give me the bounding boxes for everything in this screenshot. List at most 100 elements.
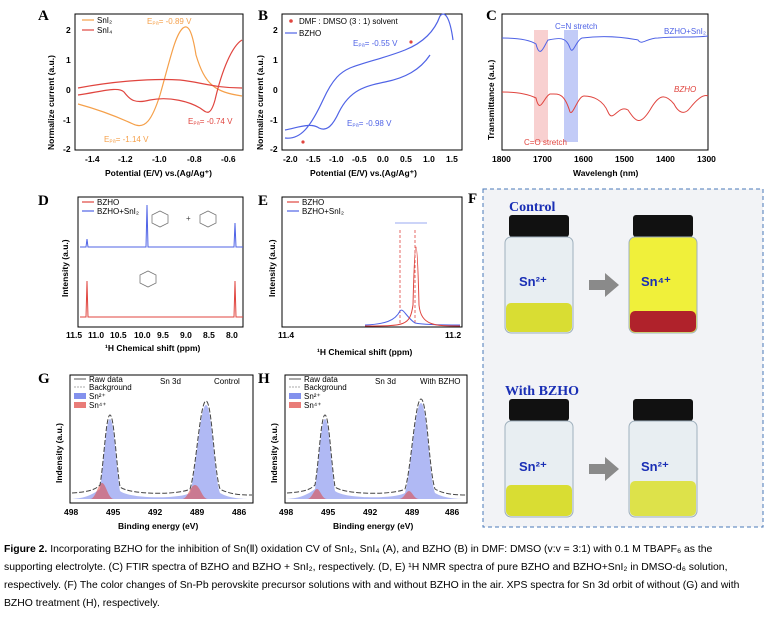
legend-bg: Background [304, 383, 347, 392]
xtick: 489 [405, 507, 419, 517]
panel-g-xps-chart: G Raw data Background Sn²⁺ Sn⁴⁺ Sn 3d Co… [38, 371, 254, 531]
ytick: -1 [270, 115, 278, 125]
xtick: 11.4 [278, 330, 294, 340]
curve-bzho-sni2 [501, 35, 709, 52]
ytick: 1 [273, 55, 278, 65]
vial-bzho-after [628, 399, 698, 518]
xtick: 492 [363, 507, 377, 517]
spectrum-bzho-sni2 [80, 204, 243, 248]
caption-figure-number: Figure 2. [4, 544, 48, 555]
legend-swatch-sn4 [74, 402, 86, 408]
panel-c-ftir-chart: C C=N stretch C=O stretch BZHO+SnI₂ BZHO… [486, 8, 716, 178]
plus-sign: + [186, 214, 191, 223]
legend-swatch-sn2 [289, 393, 301, 399]
vial-control-before [504, 215, 574, 334]
panel-e-label: E [258, 193, 268, 209]
ann-cn-stretch: C=N stretch [555, 22, 597, 31]
curve-sni4 [77, 39, 243, 113]
ytick: -2 [270, 144, 278, 154]
ann-epa-074: Eₚₐ= -0.74 V [188, 117, 233, 126]
panel-b-cv-chart: B DMF : DMSO (3 : 1) solvent BZHO Eₚₐ= -… [255, 8, 463, 178]
legend-bzho: BZHO [302, 198, 324, 207]
molecule-icon [139, 210, 217, 288]
arrow-icon [589, 273, 619, 297]
legend-sn2: Sn²⁺ [304, 392, 321, 401]
y-axis-label: Normalize current (a.u.) [46, 55, 56, 150]
curve-bzho [501, 91, 709, 121]
ytick: 0 [66, 85, 71, 95]
legend-sn4: Sn⁴⁺ [304, 401, 321, 410]
ytick: -1 [63, 115, 71, 125]
xtick: 486 [232, 507, 246, 517]
xtick: -1.0 [329, 154, 344, 164]
x-axis-label: Potential (E/V) vs.(Ag/Ag⁺) [310, 168, 417, 178]
legend-bzho: BZHO [299, 29, 321, 38]
xtick: 1700 [533, 154, 552, 164]
panel-a-cv-chart: A SnI₂ SnI₄ Eₚₐ= -0.89 V Eₚₐ= -0.74 V Eₚ… [38, 8, 244, 178]
legend-sni2: SnI₂ [97, 16, 112, 25]
ytick: 2 [273, 25, 278, 35]
spectrum-bzho [364, 246, 461, 327]
xtick: 1300 [697, 154, 716, 164]
plot-frame [74, 13, 244, 151]
xtick: -1.4 [85, 154, 100, 164]
y-axis-label: Indensity (a.u.) [269, 423, 279, 483]
vial-label-4: Sn²⁺ [641, 459, 669, 474]
tag-label: With BZHO [420, 377, 460, 386]
ytick: 1 [66, 55, 71, 65]
band-cn [564, 30, 578, 142]
band-co [534, 30, 548, 142]
x-axis-label: Potential (E/V) vs.(Ag/Ag⁺) [105, 168, 212, 178]
ann-epa-089: Eₚₐ= -0.89 V [147, 17, 192, 26]
xtick: 11.2 [445, 330, 461, 340]
xtick: -0.5 [352, 154, 367, 164]
xtick: 495 [106, 507, 120, 517]
legend-bzho: BZHO [97, 198, 119, 207]
legend-sni4: SnI₄ [97, 26, 112, 35]
xtick: 8.5 [203, 330, 215, 340]
xtick: 498 [279, 507, 293, 517]
y-axis-label: Intensity (a.u.) [267, 239, 277, 297]
xtick: 495 [321, 507, 335, 517]
panel-h-label: H [258, 371, 270, 387]
figure-caption: Figure 2. Incorporating BZHO for the inh… [4, 541, 762, 613]
panel-d-label: D [38, 193, 49, 209]
ann-epa-055: Eₚₐ= -0.55 V [353, 39, 398, 48]
plot-frame [501, 13, 709, 151]
legend-solvent: DMF : DMSO (3 : 1) solvent [299, 17, 398, 26]
solvent-marker [301, 140, 305, 144]
xtick: 1800 [492, 154, 511, 164]
plot-frame [284, 374, 468, 504]
legend-dot-solvent [289, 19, 293, 23]
orbit-label: Sn 3d [375, 377, 396, 386]
raw-data-curve [286, 398, 467, 496]
xtick: -1.2 [118, 154, 133, 164]
xtick: -2.0 [283, 154, 298, 164]
xtick: 1.5 [446, 154, 458, 164]
sn2-fill [72, 405, 252, 499]
panel-d-nmr-chart: D BZHO BZHO+SnI₂ + 11.5 11.0 10.5 10.0 9… [38, 193, 244, 353]
xtick: 10.5 [110, 330, 127, 340]
panel-f-vial-photos: F Control With BZHO Sn²⁺ Sn⁴⁺ Sn²⁺ Sn²⁺ [468, 188, 764, 528]
sn2-fill [287, 403, 466, 499]
sn4-fill [90, 483, 208, 499]
xtick: 9.5 [157, 330, 169, 340]
x-axis-label: Binding energy (eV) [118, 521, 198, 531]
legend-swatch-sn2 [74, 393, 86, 399]
sn4-fill [307, 489, 419, 499]
legend-raw: Raw data [89, 375, 123, 384]
tag-label: Control [214, 377, 240, 386]
xtick: -1.5 [306, 154, 321, 164]
xtick: -1.0 [152, 154, 167, 164]
xtick: 1.0 [423, 154, 435, 164]
spectrum-bzho [80, 280, 243, 318]
xtick: 11.5 [66, 330, 82, 340]
legend-sn2: Sn²⁺ [89, 392, 106, 401]
legend-bzho-sni2: BZHO+SnI₂ [302, 207, 344, 216]
panel-c-label: C [486, 8, 497, 24]
x-axis-label: ¹H Chemical shift (ppm) [317, 347, 413, 357]
panel-f-label: F [468, 191, 477, 207]
panel-b-label: B [258, 8, 268, 24]
xtick: 9.0 [180, 330, 192, 340]
raw-data-curve [71, 400, 253, 496]
